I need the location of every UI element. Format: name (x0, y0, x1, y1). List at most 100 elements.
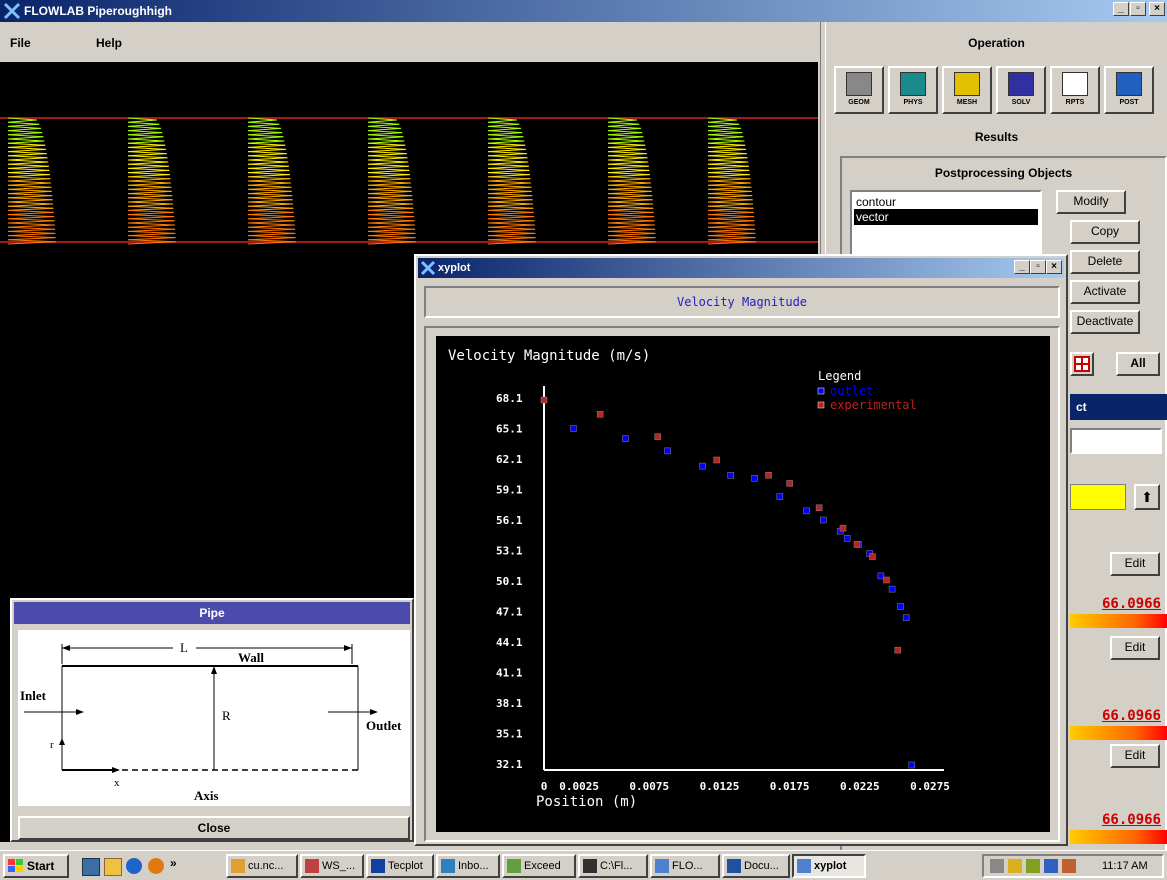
outlook-icon[interactable] (104, 858, 122, 876)
pipe-diagram: L Wall R Inlet Outlet r x Axis (18, 630, 410, 806)
internet-explorer-icon[interactable] (126, 858, 142, 874)
xyplot-titlebar[interactable]: xyplot _ ▫ × (418, 258, 1064, 278)
menu-bar: File Help (0, 22, 820, 62)
grid-toggle-button[interactable] (1070, 352, 1094, 376)
data-point-experimental (840, 525, 846, 531)
tool-rpts-button[interactable]: RPTS (1050, 66, 1100, 114)
taskbar-item-2[interactable]: Tecplot (366, 854, 434, 878)
modify-button[interactable]: Modify (1056, 190, 1126, 214)
data-point-experimental (854, 541, 860, 547)
data-point-outlet (700, 463, 706, 469)
flowlab-logo-icon (3, 2, 21, 20)
delete-button[interactable]: Delete (1070, 250, 1140, 274)
object-name-field[interactable] (1070, 428, 1162, 454)
wall-label: Wall (238, 650, 264, 665)
length-label: L (180, 640, 188, 655)
taskbar-item-8[interactable]: xyplot (792, 854, 866, 878)
data-point-experimental (766, 472, 772, 478)
more-chevron-icon[interactable]: » (170, 856, 177, 870)
arrow-up-button[interactable]: ⬆ (1134, 484, 1160, 510)
velocity-profile (708, 118, 756, 244)
edit-button-3[interactable]: Edit (1110, 744, 1160, 768)
legend-entry: experimental (830, 398, 917, 412)
x-tick-label: 0.0025 (559, 780, 599, 793)
menu-help[interactable]: Help (96, 36, 122, 50)
taskbar-item-4[interactable]: Exceed (502, 854, 576, 878)
tool-mesh-button[interactable]: MESH (942, 66, 992, 114)
postprocessing-objects-title: Postprocessing Objects (842, 166, 1165, 180)
menu-file[interactable]: File (10, 36, 31, 50)
xyplot-canvas[interactable]: Velocity Magnitude (m/s) Position (m) Le… (436, 336, 1050, 832)
object-item-vector[interactable]: vector (854, 209, 1038, 225)
data-point-outlet (803, 508, 809, 514)
legend-title: Legend (818, 369, 861, 383)
taskbar-item-3[interactable]: Inbo... (436, 854, 500, 878)
y-tick-label: 41.1 (496, 667, 523, 680)
value-display-3: 66.0966 (1070, 812, 1167, 852)
tool-label: PHYS (890, 98, 936, 108)
taskbar-item-0[interactable]: cu.nc... (226, 854, 298, 878)
chart-title: Velocity Magnitude (m/s) (448, 348, 650, 364)
tray-app-icon-1[interactable] (1008, 859, 1022, 873)
xyplot-close-button[interactable]: × (1046, 260, 1062, 274)
taskbar-app-icon (797, 859, 811, 873)
legend-entry: outlet (830, 384, 873, 398)
y-tick-label: 65.1 (496, 423, 523, 436)
main-titlebar[interactable]: FLOWLAB Piperoughhigh _ ▫ × (0, 0, 1167, 22)
tool-phys-button[interactable]: PHYS (888, 66, 938, 114)
x-tick-label: 0.0075 (629, 780, 669, 793)
minimize-button[interactable]: _ (1113, 2, 1129, 16)
x-tick-label: 0.0225 (840, 780, 880, 793)
pipe-schematic: L Wall R Inlet Outlet r x Axis (18, 630, 410, 806)
all-button[interactable]: All (1116, 352, 1160, 376)
xyplot-maximize-button[interactable]: ▫ (1030, 260, 1046, 274)
data-point-experimental (816, 505, 822, 511)
x-axis-label: Position (m) (536, 794, 637, 810)
pipe-close-button[interactable]: Close (18, 816, 410, 840)
data-point-experimental (655, 434, 661, 440)
color-field[interactable] (1070, 484, 1126, 510)
tray-app-icon-4[interactable] (1062, 859, 1076, 873)
deactivate-button[interactable]: Deactivate (1070, 310, 1140, 334)
value-display-2: 66.0966 (1070, 708, 1167, 748)
object-item-contour[interactable]: contour (852, 192, 1040, 209)
taskbar-item-label: FLO... (672, 860, 703, 872)
activate-button[interactable]: Activate (1070, 280, 1140, 304)
xyplot-minimize-button[interactable]: _ (1014, 260, 1030, 274)
data-point-outlet (909, 762, 915, 768)
start-button[interactable]: Start (3, 854, 69, 878)
media-player-icon[interactable] (148, 858, 164, 874)
data-point-outlet (844, 535, 850, 541)
tool-solv-button[interactable]: SOLV (996, 66, 1046, 114)
maximize-button[interactable]: ▫ (1130, 2, 1146, 16)
tray-app-icon-3[interactable] (1044, 859, 1058, 873)
edit-button-1[interactable]: Edit (1110, 552, 1160, 576)
x-coordinate-label: x (114, 777, 120, 789)
taskbar-item-1[interactable]: WS_... (300, 854, 364, 878)
close-window-button[interactable]: × (1149, 2, 1165, 16)
taskbar-item-7[interactable]: Docu... (722, 854, 790, 878)
results-title: Results (826, 130, 1167, 144)
y-tick-label: 35.1 (496, 728, 523, 741)
taskbar-item-label: C:\Fl... (600, 860, 632, 872)
show-desktop-icon[interactable] (82, 858, 100, 876)
data-point-experimental (883, 577, 889, 583)
tool-label: POST (1106, 98, 1152, 108)
radius-label: R (222, 708, 231, 723)
objects-list[interactable]: contour vector (850, 190, 1042, 262)
taskbar-item-5[interactable]: C:\Fl... (578, 854, 648, 878)
data-point-outlet (665, 448, 671, 454)
edit-button-2[interactable]: Edit (1110, 636, 1160, 660)
tool-geom-button[interactable]: GEOM (834, 66, 884, 114)
copy-button[interactable]: Copy (1070, 220, 1140, 244)
r-coordinate-label: r (50, 739, 54, 751)
taskbar-item-label: Docu... (744, 860, 779, 872)
tray-app-icon-2[interactable] (1026, 859, 1040, 873)
tool-post-button[interactable]: POST (1104, 66, 1154, 114)
y-tick-label: 38.1 (496, 697, 523, 710)
windows-logo-icon (8, 859, 24, 873)
axis-label: Axis (194, 788, 219, 803)
taskbar-item-6[interactable]: FLO... (650, 854, 720, 878)
value-colorbar-2 (1070, 726, 1167, 740)
volume-icon[interactable] (990, 859, 1004, 873)
